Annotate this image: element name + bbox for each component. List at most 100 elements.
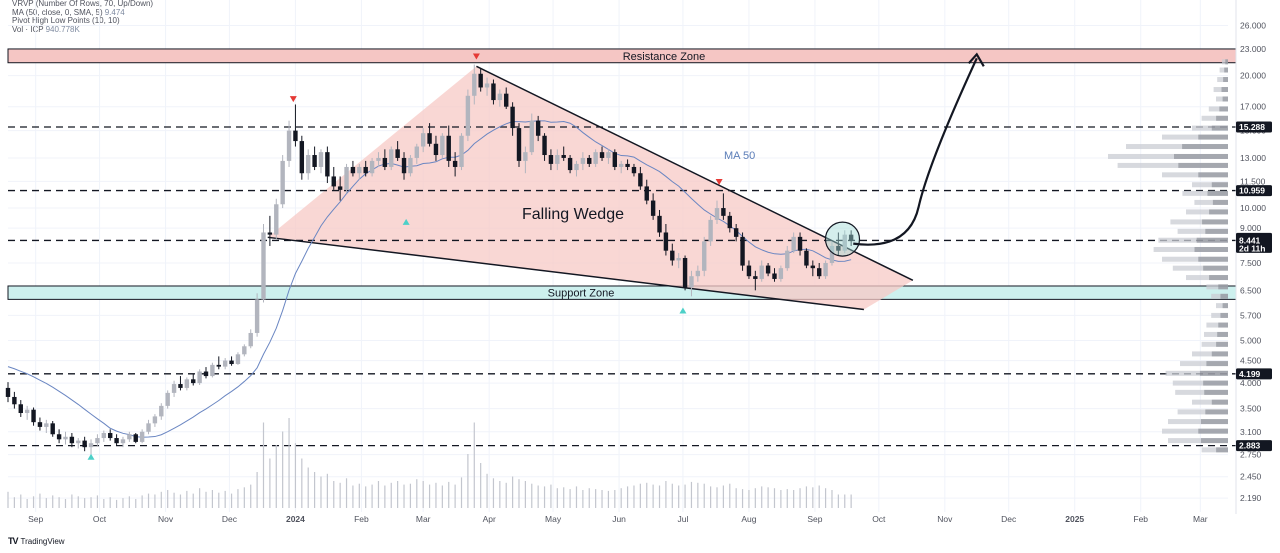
candle-body bbox=[682, 257, 688, 288]
candle-body bbox=[191, 379, 196, 384]
candle-body bbox=[740, 236, 745, 266]
candle-body bbox=[593, 152, 598, 164]
volume-profile-bar bbox=[1206, 361, 1228, 367]
volume-profile-bar bbox=[1203, 265, 1228, 271]
candle-body bbox=[280, 160, 285, 205]
volume-profile-bar bbox=[1170, 219, 1228, 225]
price-badge bbox=[1236, 121, 1272, 133]
volume-bar bbox=[326, 473, 328, 508]
volume-profile-bar bbox=[1199, 370, 1228, 376]
candle-body bbox=[733, 228, 739, 237]
candle-body bbox=[133, 434, 138, 442]
date-tick-label: Jul bbox=[678, 514, 689, 524]
candle-body bbox=[631, 166, 637, 174]
candle-body bbox=[676, 257, 681, 261]
volume-bar bbox=[512, 476, 514, 508]
volume-profile-bar bbox=[1162, 428, 1228, 434]
volume-bar bbox=[729, 483, 731, 508]
candle-body bbox=[440, 135, 445, 156]
date-tick-label: 2025 bbox=[1065, 514, 1084, 524]
price-badge bbox=[1236, 440, 1272, 452]
volume-profile-bar bbox=[1221, 87, 1228, 93]
volume-bar bbox=[844, 494, 846, 508]
volume-bar bbox=[467, 454, 469, 508]
volume-bar bbox=[186, 490, 188, 508]
indicator-legend: VRVP (Number Of Rows, 70, Up/Down) MA (5… bbox=[12, 0, 155, 34]
price-badge-value: 8.441 bbox=[1239, 235, 1261, 245]
candle-body bbox=[829, 245, 835, 264]
volume-bar bbox=[620, 488, 622, 508]
volume-profile-bar bbox=[1209, 209, 1228, 215]
ma-label: MA 50 bbox=[724, 150, 755, 162]
candle-body bbox=[312, 155, 317, 167]
volume-bar bbox=[716, 487, 718, 508]
volume-profile-bar bbox=[1182, 144, 1228, 150]
volume-profile-bar bbox=[1201, 447, 1228, 453]
price-tick-label: 13.000 bbox=[1240, 153, 1266, 163]
volume-bar bbox=[614, 490, 616, 508]
volume-bar bbox=[179, 494, 182, 508]
price-tick-label: 10.000 bbox=[1240, 203, 1266, 213]
volume-profile-bar bbox=[1201, 438, 1228, 444]
volume-bar bbox=[390, 482, 392, 508]
candle-body bbox=[702, 241, 707, 271]
candle-body bbox=[529, 120, 534, 153]
volume-bar bbox=[595, 489, 597, 508]
volume-bar bbox=[320, 476, 322, 508]
candle-body bbox=[293, 130, 298, 142]
legend-row[interactable]: MA (50, close, 0, SMA, 5) 9.474 bbox=[12, 7, 155, 18]
volume-profile-bar bbox=[1201, 341, 1228, 347]
date-tick-label: May bbox=[545, 514, 562, 524]
candle-body bbox=[555, 155, 560, 164]
price-tick-label: 4.500 bbox=[1240, 356, 1262, 366]
volume-bar bbox=[812, 487, 814, 508]
volume-bar bbox=[384, 485, 386, 508]
volume-bar bbox=[84, 498, 86, 508]
legend-value: 9.474 bbox=[104, 7, 125, 17]
price-tick-label: 4.000 bbox=[1240, 378, 1262, 388]
volume-bar bbox=[671, 483, 673, 508]
volume-profile-bar bbox=[1223, 77, 1228, 83]
price-tick-label: 6.500 bbox=[1240, 285, 1262, 295]
volume-bar bbox=[703, 483, 705, 508]
volume-profile-bar bbox=[1208, 106, 1228, 112]
candle-body bbox=[606, 152, 611, 158]
candle-body bbox=[504, 93, 509, 107]
legend-row[interactable]: VRVP (Number Of Rows, 70, Up/Down) bbox=[12, 0, 155, 9]
date-tick-label: Nov bbox=[937, 514, 953, 524]
candle-body bbox=[510, 106, 515, 129]
candle-body bbox=[516, 128, 522, 161]
volume-profile-bar bbox=[1216, 96, 1228, 102]
legend-name: MA (50, close, 0, SMA, 5) bbox=[12, 7, 103, 17]
legend-row[interactable]: Pivot High Low Points (10, 10) bbox=[12, 16, 155, 26]
volume-profile-bar bbox=[1207, 190, 1228, 196]
volume-profile-bar bbox=[1108, 153, 1228, 159]
volume-profile-bar bbox=[1219, 67, 1228, 73]
volume-profile-bar bbox=[1165, 370, 1228, 376]
price-tick-label: 5.700 bbox=[1240, 310, 1262, 320]
volume-bar bbox=[678, 485, 680, 508]
volume-profile-bar bbox=[1192, 399, 1228, 405]
volume-profile-bar bbox=[1211, 351, 1228, 357]
candle-body bbox=[165, 392, 170, 406]
candle-body bbox=[427, 133, 432, 144]
tradingview-branding[interactable]: TV TradingView bbox=[8, 536, 65, 546]
volume-bar bbox=[422, 481, 424, 508]
volume-bar bbox=[799, 488, 801, 508]
candle-body bbox=[465, 95, 471, 136]
volume-profile-bar bbox=[1153, 246, 1228, 252]
candle-body bbox=[491, 83, 496, 101]
volume-bars bbox=[7, 418, 852, 508]
falling-wedge: Falling Wedge bbox=[267, 65, 914, 311]
candle-body bbox=[612, 152, 618, 167]
volume-bar bbox=[32, 496, 35, 508]
volume-profile-bar bbox=[1162, 134, 1228, 140]
candle-body bbox=[836, 245, 841, 251]
volume-bar bbox=[773, 488, 776, 508]
candle-body bbox=[254, 299, 260, 333]
volume-bar bbox=[601, 490, 603, 508]
legend-row[interactable]: Vol · ICP 940.778K bbox=[12, 25, 155, 35]
volume-profile-bar bbox=[1198, 134, 1228, 140]
volume-profile-bar bbox=[1194, 199, 1228, 205]
